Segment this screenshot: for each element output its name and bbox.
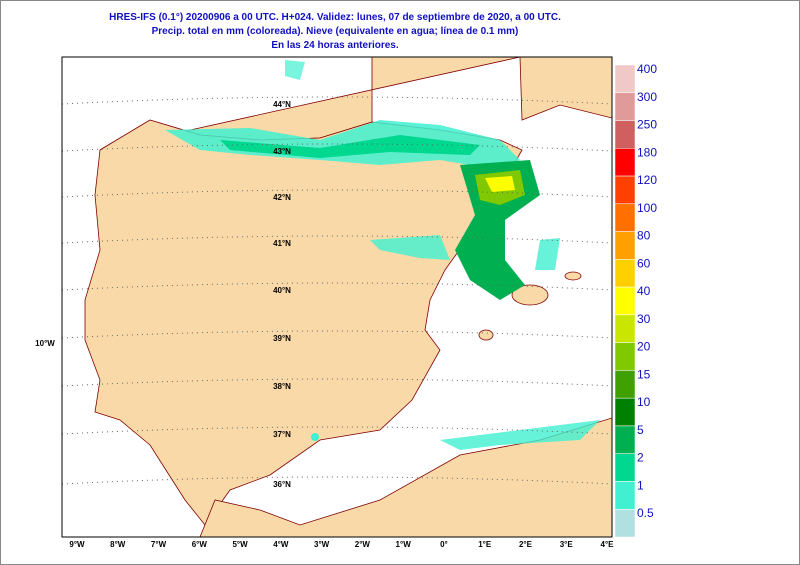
- color-swatch: [614, 120, 636, 149]
- title-line: En las 24 horas anteriores.: [271, 40, 399, 51]
- side-label: 10°W: [35, 339, 55, 348]
- longitude-label: 6°W: [192, 540, 208, 549]
- map: [61, 56, 613, 538]
- color-swatch: [614, 425, 636, 454]
- color-swatch: [614, 453, 636, 482]
- legend-label: 300: [637, 90, 657, 104]
- longitude-label: 0°: [440, 540, 448, 549]
- longitude-label: 9°W: [69, 540, 85, 549]
- longitude-label: 4°W: [273, 540, 289, 549]
- legend-label: 80: [637, 229, 651, 243]
- latitude-label: 37°N: [273, 430, 291, 439]
- legend-label: 30: [637, 312, 651, 326]
- map-border: [61, 56, 613, 538]
- color-swatch: [614, 231, 636, 260]
- title-line: HRES-IFS (0.1°) 20200906 a 00 UTC. H+024…: [109, 12, 561, 23]
- longitude-label: 2°E: [519, 540, 533, 549]
- color-swatch: [614, 397, 636, 427]
- longitude-label: 8°W: [110, 540, 126, 549]
- longitude-label: 7°W: [151, 540, 167, 549]
- menorca: [564, 271, 582, 281]
- legend-label: 0.5: [637, 506, 654, 520]
- color-swatch: [614, 259, 636, 288]
- precipitation: [165, 60, 600, 450]
- latitude-label: 41°N: [273, 239, 291, 248]
- legend-label: 180: [637, 145, 657, 159]
- legend-label: 120: [637, 173, 657, 187]
- color-swatch: [614, 148, 636, 177]
- colorbar: 400 300 250 180 120 100 80 60 40 30 20 15 10 5 2 1 0.5: [614, 62, 657, 538]
- latitude-label: 40°N: [273, 286, 291, 295]
- legend-label: 15: [637, 367, 651, 381]
- latitude-label: 43°N: [273, 147, 291, 156]
- color-swatch: [614, 64, 636, 94]
- latitude-label: 44°N: [273, 100, 291, 109]
- color-swatch: [614, 370, 636, 399]
- legend-label: 2: [637, 451, 644, 465]
- color-swatch: [614, 508, 636, 538]
- longitude-label: 1°E: [478, 540, 492, 549]
- legend-label: 5: [637, 423, 644, 437]
- legend-label: 1: [637, 478, 644, 492]
- legend-label: 60: [637, 256, 651, 270]
- longitude-label: 3°W: [314, 540, 330, 549]
- color-swatch: [614, 286, 636, 316]
- legend-label: 400: [637, 62, 657, 76]
- latitude-label: 42°N: [273, 193, 291, 202]
- latitude-label: 39°N: [273, 334, 291, 343]
- color-swatch: [614, 175, 636, 205]
- latitude-label: 38°N: [273, 382, 291, 391]
- legend-label: 100: [637, 201, 657, 215]
- color-swatch: [614, 481, 636, 510]
- longitude-label: 5°W: [232, 540, 248, 549]
- color-swatch: [614, 203, 636, 232]
- axis-labels: 44°N 43°N 42°N 41°N 40°N 39°N 38°N 37°N 36°N 9°W 8…: [69, 100, 614, 549]
- longitude-label: 3°E: [560, 540, 574, 549]
- longitude-label: 1°W: [396, 540, 412, 549]
- longitude-label: 4°E: [601, 540, 615, 549]
- legend-label: 20: [637, 340, 651, 354]
- color-swatch: [614, 342, 636, 371]
- color-swatch: [614, 92, 636, 121]
- latitude-label: 36°N: [273, 480, 291, 489]
- legend-label: 250: [637, 118, 657, 132]
- longitude-label: 2°W: [355, 540, 371, 549]
- mallorca: [511, 284, 549, 306]
- title-line: Precip. total en mm (coloreada). Nieve (…: [152, 26, 519, 37]
- legend-label: 10: [637, 395, 651, 409]
- ibiza: [478, 329, 494, 341]
- legend-label: 40: [637, 284, 651, 298]
- color-swatch: [614, 314, 636, 343]
- africa: [199, 417, 612, 537]
